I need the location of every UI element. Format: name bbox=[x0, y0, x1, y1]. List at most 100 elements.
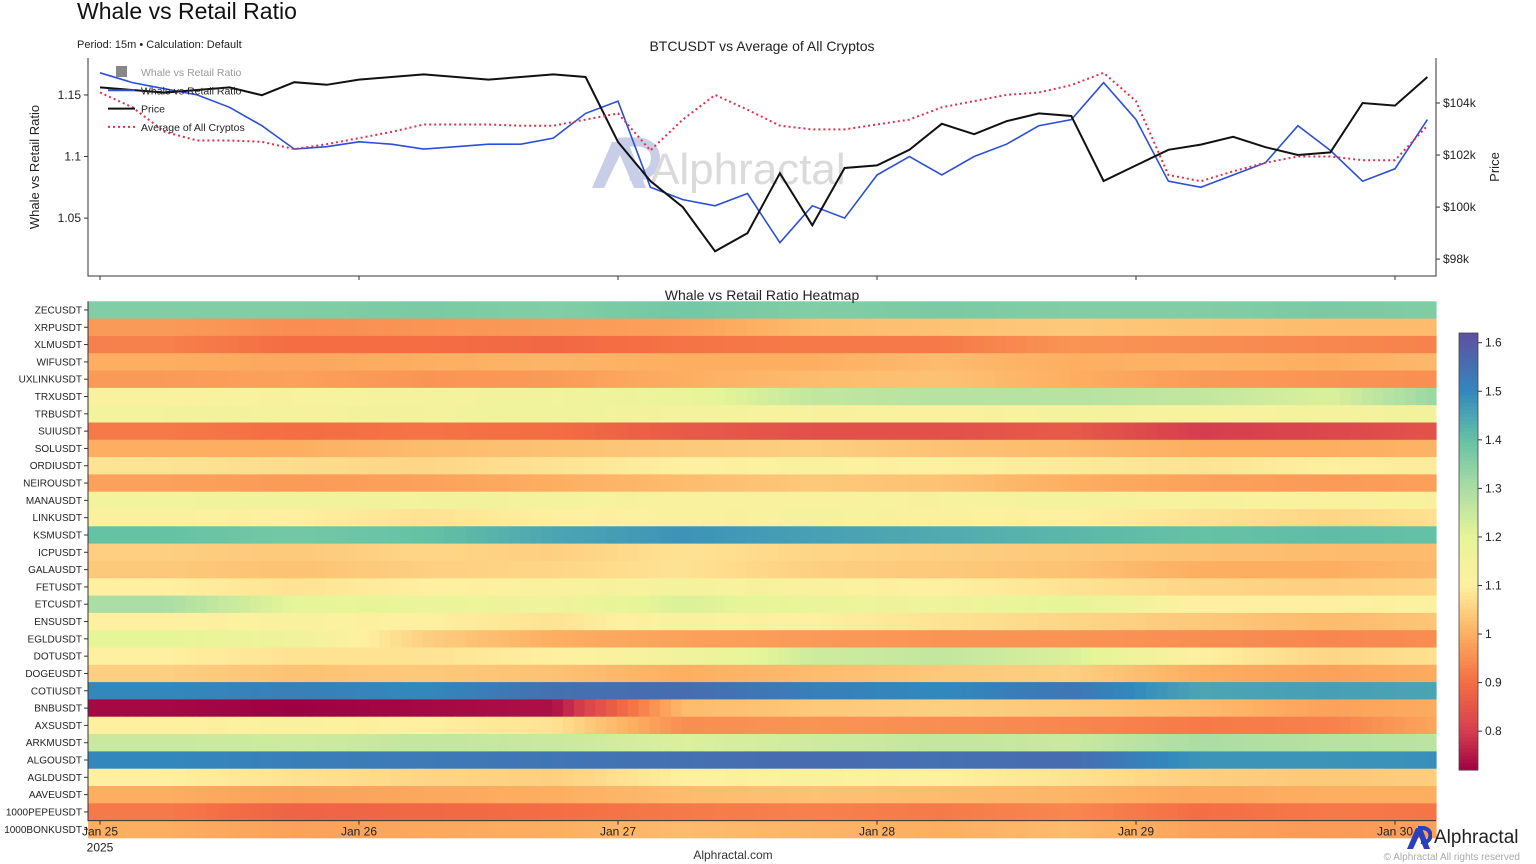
heatmap-cell bbox=[778, 768, 791, 787]
heatmap-cell bbox=[768, 682, 780, 700]
heatmap-cell bbox=[347, 612, 359, 631]
heatmap-cell bbox=[368, 751, 381, 770]
heatmap-cell bbox=[109, 387, 122, 406]
heatmap-cell bbox=[109, 491, 122, 510]
heatmap-cell bbox=[584, 422, 596, 441]
heatmap-cell bbox=[1124, 405, 1136, 423]
site-link[interactable]: Alphractal.com bbox=[693, 848, 773, 862]
heatmap-cell bbox=[1296, 491, 1309, 510]
heatmap-cell bbox=[465, 509, 478, 527]
heatmap-cell bbox=[120, 474, 132, 493]
heatmap-cell bbox=[347, 301, 359, 319]
heatmap-cell bbox=[875, 647, 888, 666]
heatmap-cell bbox=[541, 335, 553, 354]
heatmap-cell bbox=[1102, 422, 1114, 441]
heatmap-cell bbox=[1037, 526, 1050, 544]
heatmap-cell bbox=[109, 457, 122, 475]
x-tick-label: Jan 27 bbox=[600, 825, 636, 839]
heatmap-cell bbox=[120, 595, 132, 614]
heatmap-cell bbox=[875, 786, 888, 804]
heatmap-cell bbox=[1383, 301, 1395, 319]
heatmap-cell bbox=[152, 612, 165, 631]
heatmap-cell bbox=[498, 474, 510, 493]
heatmap-cell bbox=[1361, 457, 1373, 475]
heatmap-cell bbox=[1037, 716, 1050, 735]
heatmap-cell bbox=[660, 457, 672, 475]
heatmap-cell bbox=[811, 768, 823, 787]
heatmap-cell bbox=[411, 491, 424, 510]
heatmap-cell bbox=[433, 820, 445, 839]
heatmap-cell bbox=[271, 630, 283, 648]
heatmap-cell bbox=[1286, 509, 1298, 527]
heatmap-cell bbox=[1016, 786, 1028, 804]
heatmap-cell bbox=[271, 716, 283, 735]
heatmap-cell bbox=[1070, 768, 1082, 787]
heatmap-cell bbox=[487, 699, 499, 718]
heatmap-cell bbox=[1059, 820, 1071, 839]
heatmap-cell bbox=[282, 664, 294, 683]
heatmap-cell bbox=[1415, 716, 1427, 735]
heatmap-cell bbox=[800, 630, 812, 648]
heatmap-cell bbox=[908, 335, 920, 354]
heatmap-cell bbox=[1016, 561, 1028, 579]
heatmap-cell bbox=[541, 664, 553, 683]
heatmap-cell bbox=[260, 335, 273, 354]
heatmap-cell bbox=[357, 630, 370, 648]
heatmap-cell bbox=[444, 439, 456, 458]
heatmap-cell bbox=[1081, 301, 1093, 319]
heatmap-cell bbox=[519, 664, 532, 683]
heatmap-cell bbox=[822, 509, 834, 527]
heatmap-cell bbox=[865, 803, 877, 821]
heatmap-cell bbox=[1037, 491, 1050, 510]
heatmap-cell bbox=[509, 820, 521, 839]
heatmap-cell bbox=[271, 405, 283, 423]
heatmap-cell bbox=[293, 682, 305, 700]
heatmap-cell bbox=[1113, 526, 1125, 544]
heatmap-cell bbox=[1253, 491, 1265, 510]
heatmap-cell bbox=[260, 370, 273, 389]
heatmap-cell bbox=[293, 526, 305, 544]
heatmap-cell bbox=[1329, 509, 1341, 527]
heatmap-cell bbox=[250, 405, 262, 423]
heatmap-cell bbox=[1167, 301, 1179, 319]
heatmap-cell bbox=[692, 803, 704, 821]
row-label: TRBUSDT bbox=[35, 409, 82, 420]
heatmap-cell bbox=[973, 405, 985, 423]
heatmap-cell bbox=[88, 353, 100, 371]
heatmap-cell bbox=[498, 422, 510, 441]
heatmap-cell bbox=[1232, 561, 1244, 579]
heatmap-cell bbox=[1210, 612, 1222, 631]
heatmap-cell bbox=[509, 803, 521, 821]
heatmap-cell bbox=[573, 612, 586, 631]
heatmap-cell bbox=[282, 387, 294, 406]
heatmap-cell bbox=[1048, 768, 1060, 787]
heatmap-cell bbox=[832, 716, 845, 735]
heatmap-cell bbox=[368, 578, 381, 596]
heatmap-cell bbox=[1372, 595, 1384, 614]
heatmap-cell bbox=[152, 561, 165, 579]
heatmap-cell bbox=[304, 543, 316, 562]
heatmap-cell bbox=[98, 318, 111, 337]
heatmap-cell bbox=[757, 353, 769, 371]
heatmap-cell bbox=[983, 353, 996, 371]
heatmap-cell bbox=[347, 786, 359, 804]
heatmap-cell bbox=[1318, 664, 1330, 683]
heatmap-cell bbox=[1393, 422, 1406, 441]
heatmap-cell bbox=[1329, 734, 1341, 752]
heatmap-cell bbox=[735, 422, 747, 441]
heatmap-cell bbox=[692, 318, 704, 337]
heatmap-cell bbox=[142, 543, 154, 562]
heatmap-cell bbox=[1307, 768, 1319, 787]
heatmap-cell bbox=[1113, 543, 1125, 562]
heatmap-cell bbox=[1178, 647, 1190, 666]
heatmap-cell bbox=[994, 664, 1006, 683]
heatmap-cell bbox=[250, 578, 262, 596]
heatmap-cell bbox=[1372, 630, 1384, 648]
heatmap-cell bbox=[271, 301, 283, 319]
heatmap-cell bbox=[487, 630, 499, 648]
heatmap-cell bbox=[476, 820, 488, 839]
heatmap-cell bbox=[735, 335, 747, 354]
heatmap-cell bbox=[1415, 526, 1427, 544]
heatmap-cell bbox=[1253, 387, 1265, 406]
heatmap-cell bbox=[973, 509, 985, 527]
